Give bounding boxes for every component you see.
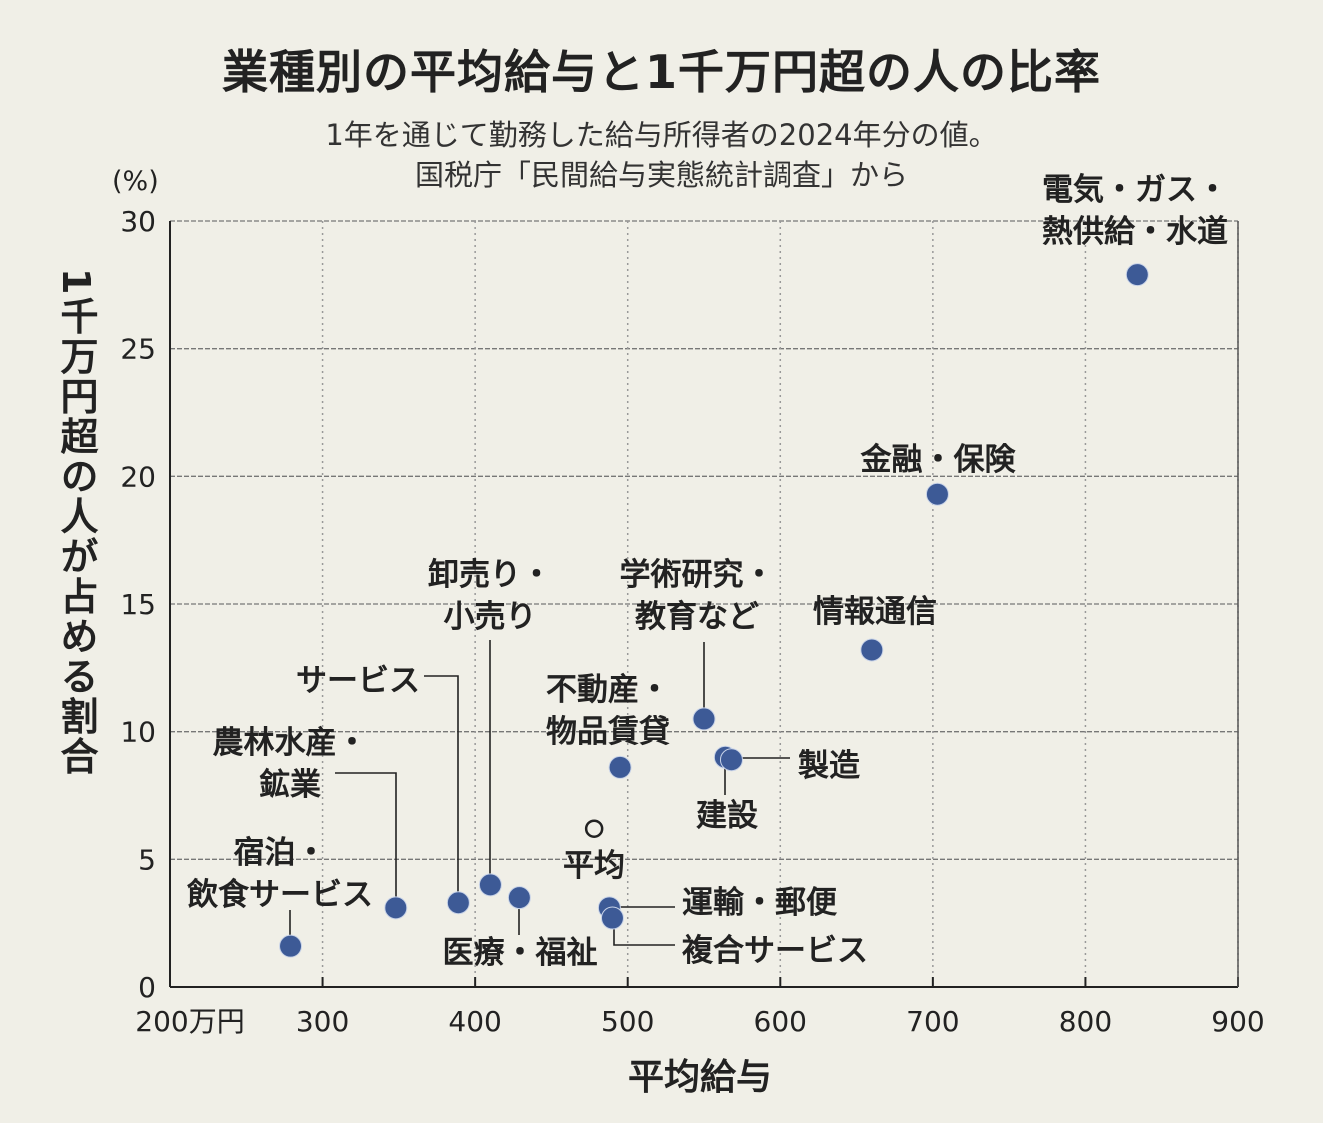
- data-point: [507, 886, 531, 910]
- y-tick-label: 10: [120, 716, 156, 749]
- data-point: [384, 896, 408, 920]
- y-tick-label: 30: [120, 205, 156, 238]
- x-tick-label: 400: [448, 1005, 501, 1038]
- y-axis-title: 1千万円超の人が占める割合: [54, 268, 98, 777]
- x-tick-label: 900: [1211, 1005, 1264, 1038]
- data-point: [478, 873, 502, 897]
- chart-title: 業種別の平均給与と1千万円超の人の比率: [221, 45, 1101, 99]
- y-tick-label: 5: [138, 843, 156, 876]
- data-point: [600, 906, 624, 930]
- point-label: 運輸・郵便: [682, 885, 838, 921]
- data-point: [1125, 263, 1149, 287]
- point-label: 卸売り・: [428, 557, 552, 593]
- data-point: [692, 707, 716, 731]
- point-label: 教育など: [635, 599, 759, 635]
- chart-subtitle-1: 1年を通じて勤務した給与所得者の2024年分の値。: [325, 118, 998, 152]
- y-tick-label: 20: [120, 460, 156, 493]
- x-tick-label: 300: [296, 1005, 349, 1038]
- leader-line: [335, 772, 397, 907]
- point-label: 熱供給・水道: [1042, 214, 1228, 250]
- average-point: [584, 819, 604, 838]
- y-tick-label: 25: [120, 333, 156, 366]
- point-label: 建設: [696, 798, 758, 834]
- y-tick-label: 15: [120, 588, 156, 621]
- point-label: 電気・ガス・: [1042, 172, 1228, 208]
- data-point: [279, 934, 303, 958]
- point-label: 金融・保険: [860, 442, 1017, 478]
- point-label: 宿泊・: [234, 835, 327, 871]
- point-label: 製造: [798, 748, 860, 784]
- data-point: [719, 748, 743, 772]
- data-point: [446, 891, 470, 915]
- y-tick-label: 0: [138, 971, 156, 1004]
- chart-subtitle-2: 国税庁「民間給与実態統計調査」から: [414, 158, 908, 192]
- point-label: サービス: [296, 663, 420, 699]
- point-label: 飲食サービス: [187, 877, 373, 913]
- point-label: 医療・福祉: [443, 935, 598, 971]
- x-axis-title: 平均給与: [627, 1057, 772, 1098]
- point-label: 情報通信: [813, 594, 937, 630]
- y-unit: (%): [112, 166, 159, 197]
- x-tick-label: 700: [906, 1005, 959, 1038]
- point-label: 平均: [563, 848, 625, 884]
- data-point: [925, 482, 949, 506]
- x-tick-label: 800: [1059, 1005, 1112, 1038]
- leader-line: [424, 675, 459, 902]
- data-point: [860, 638, 884, 662]
- x-tick-label: 600: [754, 1005, 807, 1038]
- point-label: 不動産・: [546, 672, 670, 708]
- point-label: 物品賃貸: [546, 714, 670, 750]
- point-label: 学術研究・: [620, 557, 775, 593]
- data-point: [608, 755, 632, 779]
- point-label: 農林水産・: [213, 725, 368, 761]
- point-label: 小売り: [444, 599, 537, 635]
- point-label: 複合サービス: [682, 933, 868, 969]
- x-tick-label: 500: [601, 1005, 654, 1038]
- x-tick-label: 200万円: [135, 1005, 244, 1038]
- point-label: 鉱業: [259, 767, 321, 803]
